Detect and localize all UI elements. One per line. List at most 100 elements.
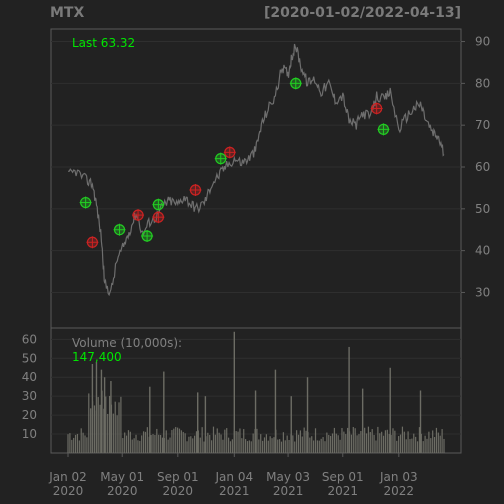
- volume-bar: [365, 433, 368, 453]
- volume-bar: [286, 435, 288, 453]
- volume-bar: [386, 429, 388, 453]
- volume-bar: [125, 435, 128, 453]
- volume-bar: [218, 432, 220, 453]
- volume-bar: [74, 434, 77, 453]
- volume-tick-label: 30: [22, 389, 37, 403]
- volume-bar: [388, 434, 390, 453]
- volume-bar: [176, 427, 179, 453]
- volume-bar: [301, 436, 303, 453]
- volume-bar: [296, 430, 298, 453]
- volume-bar: [129, 431, 131, 453]
- volume-bar: [328, 434, 330, 453]
- volume-spike-bar: [110, 381, 112, 453]
- volume-bar: [418, 427, 421, 453]
- volume-spike-bar: [306, 377, 309, 453]
- volume-bar: [399, 434, 402, 453]
- volume-spike-bar: [100, 369, 103, 453]
- volume-spike-bar: [103, 377, 106, 453]
- chart-symbol: MTX: [50, 5, 85, 21]
- volume-bar: [127, 430, 130, 453]
- x-tick-year: 2020: [53, 484, 84, 498]
- volume-bar: [435, 427, 438, 453]
- last-price-label: Last 63.32: [72, 36, 135, 50]
- volume-bar: [222, 439, 224, 453]
- x-tick-label: May 03: [266, 470, 310, 484]
- volume-tick-label: 10: [22, 427, 37, 441]
- volume-bar: [190, 436, 192, 453]
- volume-bar: [352, 426, 354, 453]
- volume-title: Volume (10,000s):: [72, 336, 182, 350]
- x-tick-label: Jan 04: [215, 470, 254, 484]
- volume-bar: [409, 439, 411, 453]
- volume-bar: [437, 432, 439, 453]
- price-series-line: [67, 43, 445, 297]
- volume-bar: [144, 431, 147, 453]
- price-tick-label: 70: [475, 118, 490, 132]
- volume-bar: [258, 439, 260, 453]
- volume-bar: [182, 431, 184, 453]
- volume-bar: [131, 439, 133, 453]
- volume-bar: [90, 408, 92, 453]
- volume-bar: [124, 432, 126, 453]
- volume-bar: [135, 434, 137, 453]
- x-tick-label: Jan 02: [48, 470, 87, 484]
- volume-bar: [288, 439, 290, 453]
- volume-bar: [199, 437, 201, 453]
- volume-bar: [284, 440, 286, 453]
- volume-bar: [337, 435, 339, 453]
- volume-bar: [369, 432, 371, 453]
- volume-bar: [118, 402, 120, 453]
- volume-bar: [114, 401, 116, 453]
- volume-bar: [282, 432, 284, 453]
- volume-bar: [326, 432, 328, 453]
- volume-bar: [73, 437, 75, 453]
- volume-bar: [299, 430, 302, 453]
- volume-bar: [422, 441, 424, 453]
- volume-bar: [433, 437, 436, 453]
- volume-bar: [262, 440, 264, 453]
- volume-bar: [165, 430, 167, 453]
- x-tick-year: 2020: [107, 484, 138, 498]
- volume-bar: [364, 427, 366, 453]
- volume-bar: [161, 437, 164, 453]
- volume-bar: [169, 437, 171, 453]
- volume-bar: [159, 434, 162, 453]
- volume-bar: [339, 439, 341, 453]
- volume-bar: [203, 441, 205, 453]
- volume-bar: [303, 427, 305, 453]
- volume-bar: [392, 428, 394, 453]
- volume-bar: [248, 440, 250, 453]
- volume-bar: [360, 430, 362, 453]
- volume-bar: [216, 428, 218, 453]
- volume-bar: [209, 434, 211, 453]
- volume-bar: [158, 434, 160, 453]
- volume-bar: [210, 440, 213, 453]
- volume-bar: [250, 441, 252, 453]
- volume-bar: [154, 434, 156, 453]
- volume-bar: [220, 434, 222, 453]
- volume-bar: [103, 408, 105, 453]
- volume-bar: [415, 436, 417, 453]
- x-tick-year: 2021: [273, 484, 304, 498]
- volume-bar: [241, 438, 243, 453]
- volume-bar: [173, 428, 175, 453]
- volume-bar: [424, 435, 426, 453]
- volume-bar: [311, 436, 313, 453]
- volume-bar: [330, 435, 332, 453]
- volume-bar: [122, 438, 124, 453]
- volume-bar: [309, 437, 311, 453]
- volume-bar: [192, 438, 194, 453]
- volume-bar: [432, 430, 434, 453]
- volume-bar: [69, 433, 71, 453]
- volume-bar: [343, 431, 345, 453]
- volume-bar: [263, 437, 266, 453]
- volume-bar: [269, 436, 271, 453]
- volume-bar: [384, 430, 387, 453]
- volume-bar: [413, 433, 415, 453]
- volume-bar: [367, 426, 370, 453]
- volume-bar: [273, 437, 275, 453]
- volume-tick-label: 20: [22, 408, 37, 422]
- volume-spike-bar: [91, 363, 94, 453]
- volume-bar: [371, 429, 373, 453]
- volume-tick-label: 60: [22, 332, 37, 346]
